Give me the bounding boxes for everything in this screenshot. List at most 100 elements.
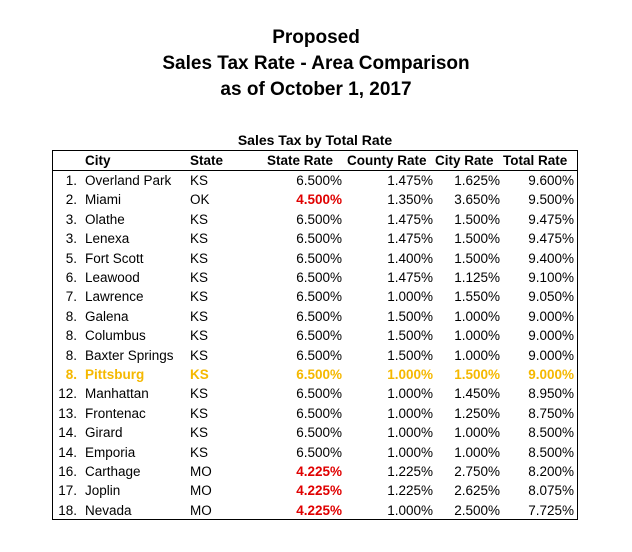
row-rank: 8. <box>65 347 77 363</box>
row-total-rate: 9.500% <box>528 192 574 208</box>
row-city-rate: 1.000% <box>454 308 500 324</box>
table-row: 12. Manhattan KS 6.500% 1.000% 1.450% 8.950% <box>53 384 577 403</box>
table-row: 2. Miami OK 4.500% 1.350% 3.650% 9.500% <box>53 190 577 209</box>
table-row: 14. Girard KS 6.500% 1.000% 1.000% 8.500% <box>53 423 577 442</box>
row-state-rate: 6.500% <box>296 347 342 363</box>
row-total-rate: 9.400% <box>528 250 574 266</box>
row-state-rate: 6.500% <box>296 308 342 324</box>
row-total-rate: 8.950% <box>528 386 574 402</box>
row-state: KS <box>190 444 209 460</box>
row-county-rate: 1.000% <box>387 502 433 518</box>
row-total-rate: 7.725% <box>528 502 574 518</box>
row-state-rate: 6.500% <box>296 405 342 421</box>
row-city-rate: 2.625% <box>454 483 500 499</box>
row-state-rate: 6.500% <box>296 444 342 460</box>
row-county-rate: 1.000% <box>387 425 433 441</box>
row-city: Frontenac <box>85 405 146 421</box>
row-state-rate: 6.500% <box>296 289 342 305</box>
row-county-rate: 1.475% <box>387 173 433 188</box>
row-total-rate: 9.000% <box>528 367 574 382</box>
row-city: Columbus <box>85 328 146 344</box>
row-state: KS <box>190 211 209 227</box>
row-city: Nevada <box>85 502 132 518</box>
row-total-rate: 8.500% <box>528 444 574 460</box>
row-state: KS <box>190 405 209 421</box>
row-state: KS <box>190 250 209 266</box>
row-state-rate: 4.500% <box>296 192 342 208</box>
row-county-rate: 1.000% <box>387 367 433 382</box>
table-caption: Sales Tax by Total Rate <box>237 132 393 148</box>
row-rank: 17. <box>58 483 77 499</box>
row-total-rate: 8.500% <box>528 425 574 441</box>
row-state: KS <box>190 308 209 324</box>
row-rank: 8. <box>65 308 77 324</box>
row-state: KS <box>190 425 209 441</box>
row-county-rate: 1.475% <box>387 231 433 247</box>
row-state-rate: 6.500% <box>296 211 342 227</box>
row-city: Baxter Springs <box>85 347 174 363</box>
row-city: Emporia <box>85 444 136 460</box>
row-county-rate: 1.500% <box>387 347 433 363</box>
title-line-3: as of October 1, 2017 <box>220 79 412 100</box>
table-row: 14. Emporia KS 6.500% 1.000% 1.000% 8.500% <box>53 443 577 462</box>
row-city-rate: 1.550% <box>454 289 500 305</box>
row-rank: 3. <box>65 231 77 247</box>
row-county-rate: 1.225% <box>387 464 433 479</box>
row-county-rate: 1.225% <box>387 483 433 499</box>
row-city: Olathe <box>85 211 125 227</box>
row-rank: 14. <box>58 444 77 460</box>
row-total-rate: 9.475% <box>528 211 574 227</box>
title-line-1: Proposed <box>272 27 360 48</box>
row-rank: 8. <box>65 367 77 382</box>
row-state-rate: 6.500% <box>296 173 342 188</box>
row-total-rate: 9.600% <box>528 173 574 188</box>
row-city-rate: 1.000% <box>454 347 500 363</box>
row-county-rate: 1.000% <box>387 289 433 305</box>
row-state: KS <box>190 347 209 363</box>
table-header: City State State Rate County Rate City R… <box>53 151 577 171</box>
row-city-rate: 1.250% <box>454 405 500 421</box>
row-rank: 2. <box>65 192 77 208</box>
row-total-rate: 8.750% <box>528 405 574 421</box>
table-row: 8. Pittsburg KS 6.500% 1.000% 1.500% 9.000% <box>53 365 577 384</box>
header-county-rate: County Rate <box>347 153 427 168</box>
row-total-rate: 8.200% <box>528 464 574 479</box>
row-state-rate: 6.500% <box>296 231 342 247</box>
row-city-rate: 1.500% <box>454 250 500 266</box>
row-county-rate: 1.500% <box>387 328 433 344</box>
row-city-rate: 2.500% <box>454 502 500 518</box>
row-total-rate: 9.000% <box>528 328 574 344</box>
row-county-rate: 1.000% <box>387 405 433 421</box>
sales-tax-table: City State State Rate County Rate City R… <box>52 150 578 520</box>
row-state: MO <box>190 502 212 518</box>
row-state: KS <box>190 173 209 188</box>
row-state: KS <box>190 367 209 382</box>
row-total-rate: 9.100% <box>528 270 574 285</box>
row-city: Pittsburg <box>85 367 145 382</box>
row-state-rate: 6.500% <box>296 386 342 402</box>
row-city: Fort Scott <box>85 250 144 266</box>
row-city-rate: 1.125% <box>454 270 500 285</box>
row-city: Overland Park <box>85 173 172 188</box>
header-state: State <box>190 153 224 168</box>
row-city: Carthage <box>85 464 141 479</box>
row-rank: 3. <box>65 211 77 227</box>
row-city-rate: 1.000% <box>454 425 500 441</box>
row-total-rate: 9.000% <box>528 347 574 363</box>
row-rank: 5. <box>65 250 77 266</box>
table-row: 8. Galena KS 6.500% 1.500% 1.000% 9.000% <box>53 307 577 326</box>
row-county-rate: 1.350% <box>387 192 433 208</box>
row-total-rate: 9.475% <box>528 231 574 247</box>
row-city: Miami <box>85 192 121 208</box>
row-city-rate: 1.500% <box>454 211 500 227</box>
row-city-rate: 1.450% <box>454 386 500 402</box>
row-city-rate: 1.500% <box>454 367 500 382</box>
table-row: 5. Fort Scott KS 6.500% 1.400% 1.500% 9.400% <box>53 249 577 268</box>
table-row: 18. Nevada MO 4.225% 1.000% 2.500% 7.725% <box>53 501 577 520</box>
title-line-2: Sales Tax Rate - Area Comparison <box>162 53 470 74</box>
row-state: KS <box>190 270 209 285</box>
table-row: 6. Leawood KS 6.500% 1.475% 1.125% 9.100% <box>53 268 577 287</box>
row-county-rate: 1.000% <box>387 444 433 460</box>
row-state: OK <box>190 192 210 208</box>
row-rank: 13. <box>58 405 77 421</box>
